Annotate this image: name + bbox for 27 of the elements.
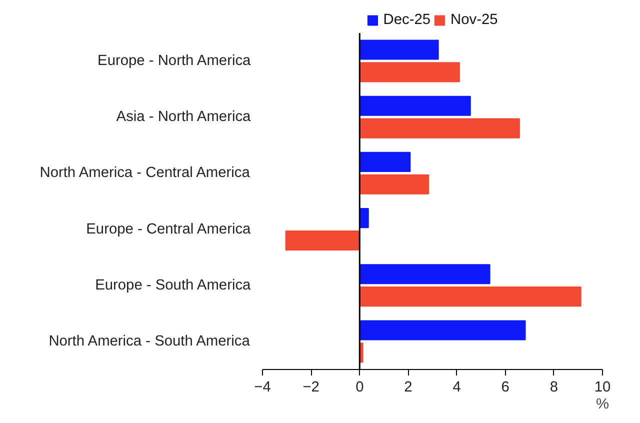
x-axis-title: % [596, 396, 610, 412]
bar [359, 286, 582, 307]
y-tick-label: North America - South America [48, 333, 251, 350]
legend-label: Dec-25 [383, 12, 430, 28]
y-tick-label: North America - Central America [40, 165, 251, 182]
legend-label: Nov-25 [450, 12, 498, 28]
x-tick-label: 10 [594, 380, 611, 396]
x-tick-label: 2 [404, 380, 412, 396]
y-tick-label: Asia - North America [116, 109, 252, 126]
bar [359, 264, 490, 284]
x-tick-label: −4 [254, 380, 271, 396]
bar [285, 230, 360, 251]
bar [359, 152, 411, 172]
x-tick-label: 8 [550, 380, 558, 396]
x-tick-label: 6 [501, 380, 510, 396]
bar [359, 320, 526, 340]
x-tick-label: 4 [452, 380, 461, 396]
y-tick-label: Europe - North America [98, 52, 252, 69]
x-tick-label: 0 [356, 380, 364, 396]
bar [359, 62, 460, 82]
y-tick-label: Europe - South America [95, 277, 252, 294]
bar [359, 118, 520, 138]
x-tick-label: −2 [302, 380, 320, 396]
bar [359, 96, 471, 116]
bar [359, 40, 439, 60]
bar [359, 174, 430, 194]
y-tick-label: Europe - Central America [86, 221, 252, 238]
